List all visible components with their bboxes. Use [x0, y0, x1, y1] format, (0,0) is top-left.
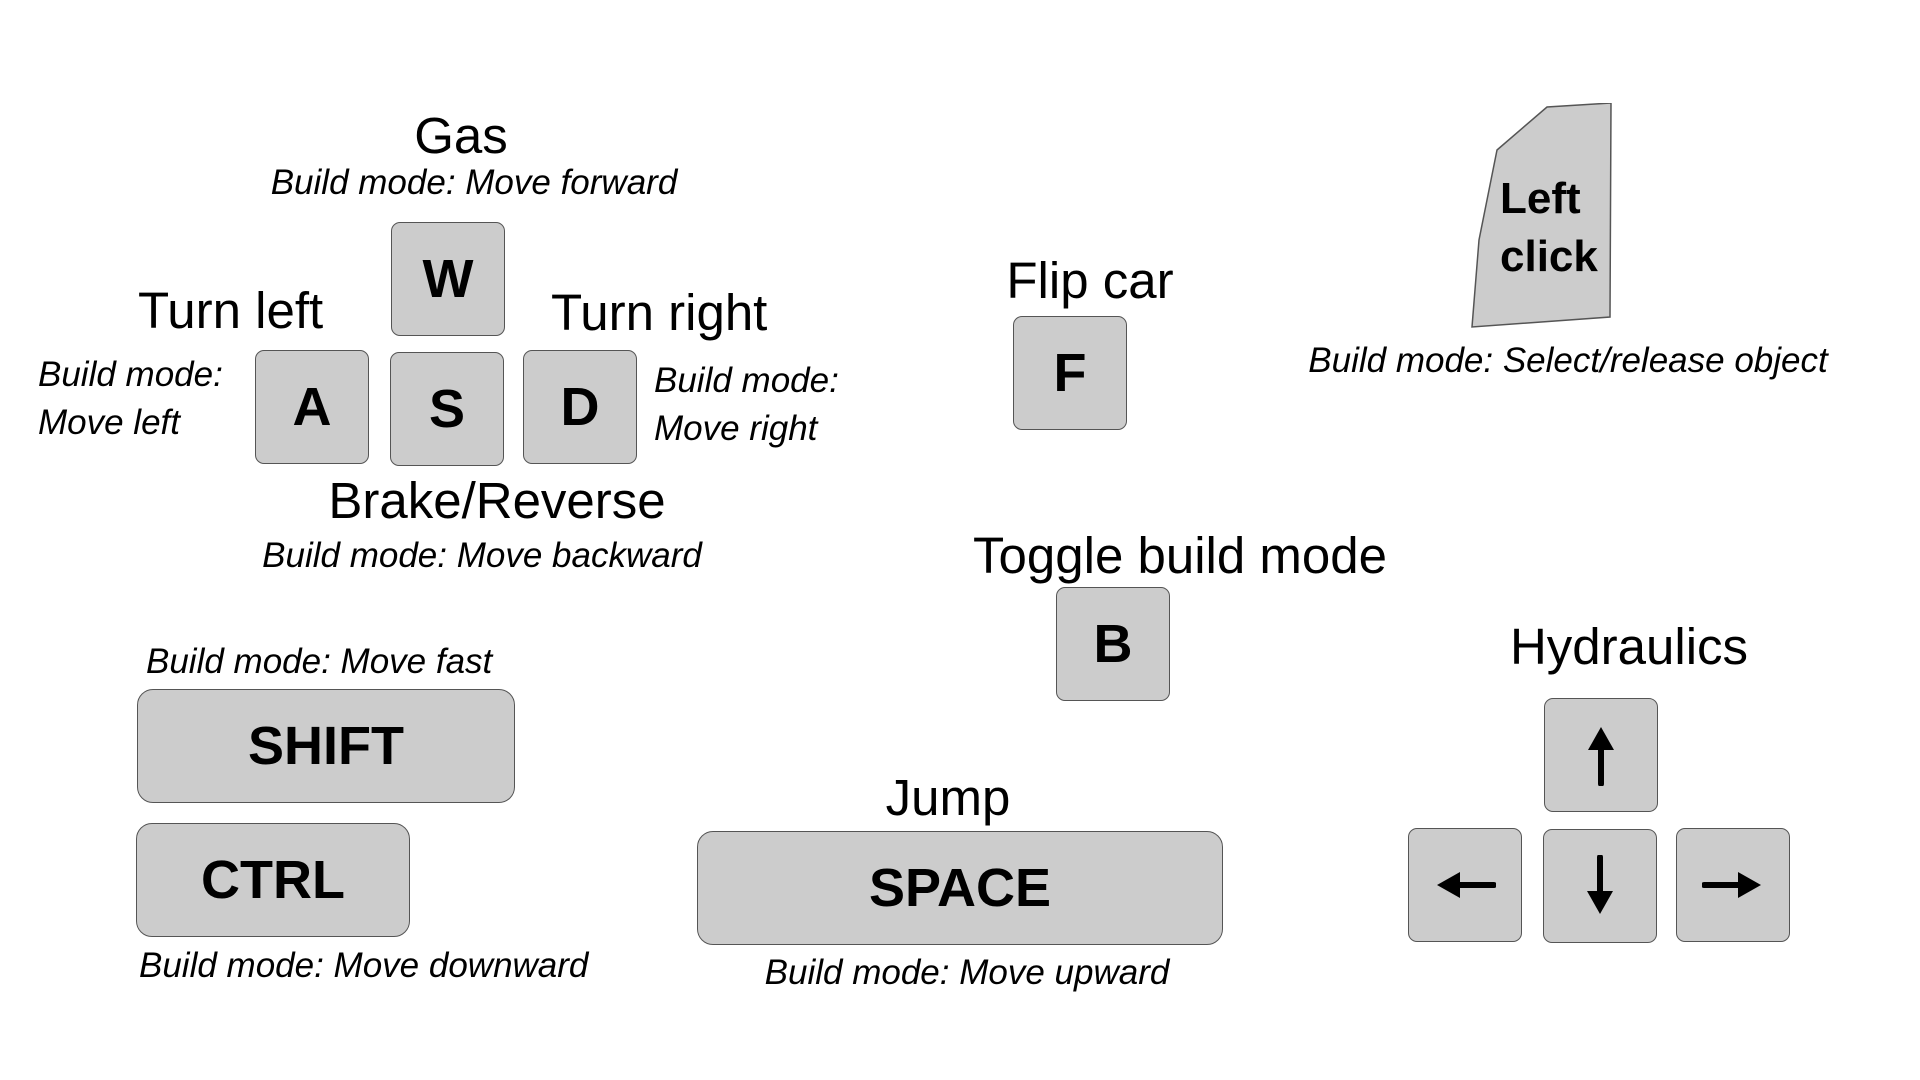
- b-key[interactable]: B: [1056, 587, 1170, 701]
- hydraulics-down-key[interactable]: [1543, 829, 1657, 943]
- left-click-build-mode-text: Build mode: Select/release object: [1308, 341, 1828, 380]
- turn-right-label: Turn right: [551, 284, 768, 341]
- hydraulics-right-key[interactable]: [1676, 828, 1790, 942]
- turn-left-build-mode-line2: Move left: [38, 403, 180, 442]
- f-key[interactable]: F: [1013, 316, 1127, 430]
- a-key[interactable]: A: [255, 350, 369, 464]
- flip-car-label: Flip car: [1006, 252, 1174, 309]
- gas-label: Gas: [414, 107, 508, 164]
- down-arrow-icon: [1587, 855, 1613, 914]
- turn-left-build-mode-line1: Build mode:: [38, 355, 223, 394]
- turn-left-label: Turn left: [138, 282, 324, 339]
- w-key[interactable]: W: [391, 222, 505, 336]
- turn-right-build-mode-line2: Move right: [654, 409, 818, 448]
- up-arrow-icon: [1588, 727, 1614, 786]
- shift-build-mode-text: Build mode: Move fast: [146, 642, 493, 681]
- ctrl-key[interactable]: CTRL: [136, 823, 410, 937]
- ctrl-build-mode-text: Build mode: Move downward: [139, 946, 589, 985]
- toggle-build-mode-label: Toggle build mode: [973, 527, 1387, 584]
- turn-right-build-mode-line1: Build mode:: [654, 361, 839, 400]
- gas-build-mode-text: Build mode: Move forward: [270, 163, 678, 202]
- s-key[interactable]: S: [390, 352, 504, 466]
- right-arrow-icon: [1702, 872, 1761, 898]
- shift-key[interactable]: SHIFT: [137, 689, 515, 803]
- brake-reverse-label: Brake/Reverse: [328, 472, 666, 529]
- left-click-label-line1: Left: [1500, 174, 1581, 223]
- left-arrow-icon: [1437, 872, 1496, 898]
- left-click-label-line2: click: [1500, 232, 1598, 281]
- jump-label: Jump: [885, 769, 1011, 826]
- brake-build-mode-text: Build mode: Move backward: [262, 536, 702, 575]
- hydraulics-label: Hydraulics: [1509, 618, 1749, 675]
- space-build-mode-text: Build mode: Move upward: [764, 953, 1170, 992]
- left-click-mouse-icon[interactable]: [1470, 103, 1615, 328]
- hydraulics-up-key[interactable]: [1544, 698, 1658, 812]
- space-key[interactable]: SPACE: [697, 831, 1223, 945]
- hydraulics-left-key[interactable]: [1408, 828, 1522, 942]
- left-click-label: Left click: [1500, 170, 1598, 286]
- d-key[interactable]: D: [523, 350, 637, 464]
